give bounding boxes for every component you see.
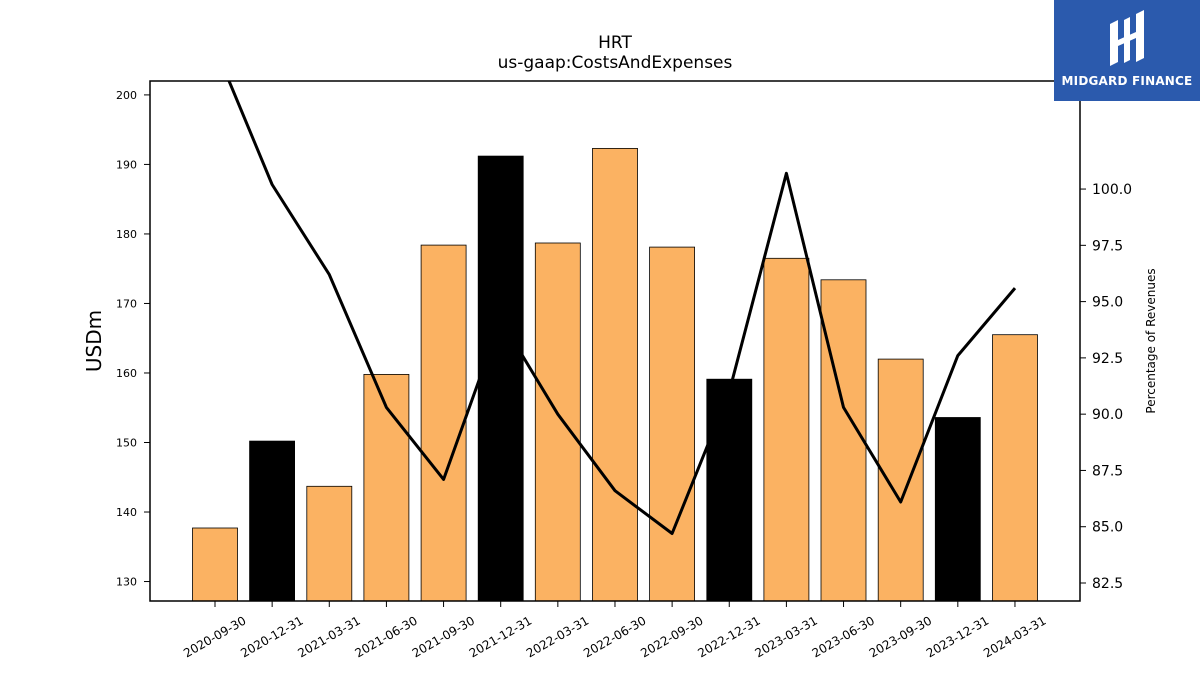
x-tick-label: 2023-06-30 — [810, 613, 877, 660]
percentage-line — [227, 81, 1017, 535]
x-tick-label: 2020-09-30 — [181, 613, 248, 660]
y2-tick-label: 85.0 — [1092, 520, 1123, 536]
x-tick-label: 2021-09-30 — [410, 613, 477, 660]
x-tick-label: 2023-12-31 — [924, 613, 991, 660]
bar-2023-03-31 — [763, 257, 810, 602]
x-tick-label: 2021-06-30 — [352, 613, 419, 660]
y-tick-label: 170 — [116, 297, 137, 310]
y2-tick-label: 92.5 — [1092, 351, 1123, 367]
y2-tick-label: 95.0 — [1092, 295, 1123, 311]
x-axis: 2020-09-302020-12-312021-03-312021-06-30… — [181, 601, 1049, 660]
line-layer — [227, 81, 1017, 535]
y-tick-label: 130 — [116, 576, 137, 589]
chart-subtitle: us-gaap:CostsAndExpenses — [498, 53, 733, 73]
y-axis-label: USDm — [82, 310, 106, 372]
bar-2022-03-31 — [534, 242, 581, 602]
bars-layer — [192, 147, 1038, 602]
x-tick-label: 2024-03-31 — [981, 613, 1048, 660]
x-tick-label: 2021-03-31 — [295, 613, 362, 660]
brand-mark-icon — [1110, 10, 1144, 66]
bar-2020-09-30 — [192, 527, 238, 602]
brand-name: MIDGARD FINANCE — [1061, 74, 1193, 88]
y2-tick-label: 90.0 — [1092, 407, 1123, 423]
x-tick-label: 2023-09-30 — [867, 613, 934, 660]
bar-2022-06-30 — [592, 147, 638, 602]
y-tick-label: 150 — [116, 436, 137, 449]
bar-2023-09-30 — [877, 358, 924, 602]
brand-logo: MIDGARD FINANCE — [1054, 0, 1200, 101]
y2-tick-label: 97.5 — [1092, 238, 1123, 254]
bar-2024-03-31 — [992, 334, 1038, 602]
x-tick-label: 2022-09-30 — [638, 613, 705, 660]
bar-2021-12-31 — [477, 155, 524, 602]
y-tick-label: 140 — [116, 506, 137, 519]
x-tick-label: 2021-12-31 — [467, 613, 534, 660]
y-tick-label: 160 — [116, 367, 137, 380]
y-tick-label: 190 — [116, 158, 137, 171]
x-tick-label: 2022-03-31 — [524, 613, 591, 660]
y2-tick-label: 100.0 — [1092, 182, 1132, 198]
y2-axis-label: Percentage of Revenues — [1144, 268, 1158, 413]
x-tick-label: 2022-06-30 — [581, 613, 648, 660]
left-y-axis: 130 140 150 160 170 180 190 200 — [116, 89, 150, 589]
right-y-axis: 82.5 85.0 87.5 90.0 92.5 95.0 97.5 100.0 — [1080, 182, 1132, 592]
bar-2023-12-31 — [934, 417, 981, 602]
y-tick-label: 200 — [116, 89, 137, 102]
bar-2023-06-30 — [820, 279, 867, 602]
bar-2021-03-31 — [306, 485, 353, 602]
bar-2021-06-30 — [363, 373, 410, 602]
bar-2022-09-30 — [649, 246, 695, 602]
x-tick-label: 2023-03-31 — [752, 613, 819, 660]
x-tick-label: 2022-12-31 — [695, 613, 762, 660]
bar-2020-12-31 — [249, 440, 296, 602]
bar-2022-12-31 — [706, 378, 753, 602]
chart-title: HRT — [598, 33, 632, 53]
x-tick-label: 2020-12-31 — [238, 613, 305, 660]
y-tick-label: 180 — [116, 228, 137, 241]
y2-tick-label: 82.5 — [1092, 576, 1123, 592]
y2-tick-label: 87.5 — [1092, 463, 1123, 479]
bar-2021-09-30 — [420, 244, 467, 602]
